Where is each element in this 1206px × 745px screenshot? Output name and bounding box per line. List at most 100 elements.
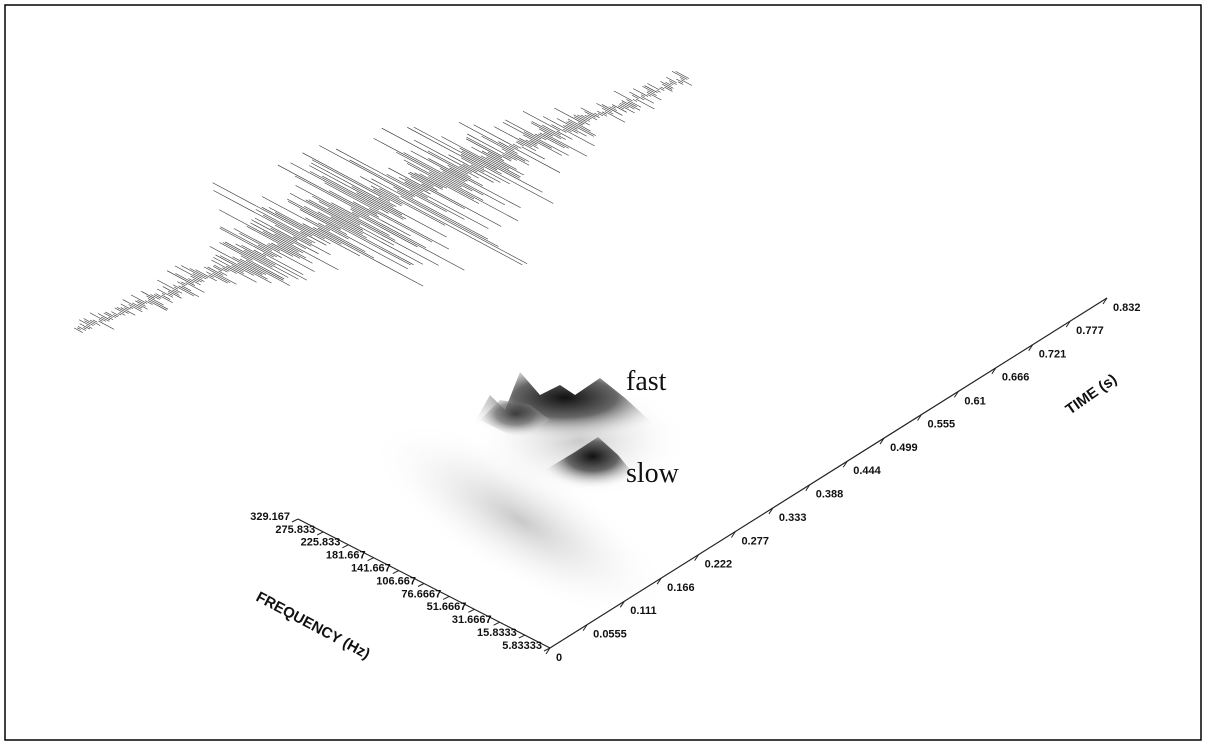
wave-stroke xyxy=(237,262,268,280)
wave-stroke xyxy=(302,223,342,245)
wave-stroke xyxy=(647,83,660,91)
x-tick xyxy=(953,391,959,398)
wave-stroke xyxy=(241,244,307,281)
wave-stroke xyxy=(521,146,545,160)
wave-stroke xyxy=(403,159,519,222)
wave-stroke xyxy=(531,121,566,140)
wave-stroke xyxy=(580,107,600,118)
wave-stroke xyxy=(113,314,118,318)
wave-stroke xyxy=(350,207,427,249)
wave-stroke xyxy=(442,171,506,206)
wave-stroke xyxy=(213,266,223,272)
wave-stroke xyxy=(505,119,542,140)
wave-stroke xyxy=(174,265,205,282)
wave-stroke xyxy=(144,300,153,305)
wave-stroke xyxy=(137,299,145,305)
wave-stroke xyxy=(319,145,415,197)
wave-stroke xyxy=(352,201,378,215)
wave-stroke xyxy=(381,127,469,175)
y-tick-label: 181.667 xyxy=(326,550,366,562)
wave-stroke xyxy=(414,172,444,189)
wave-stroke xyxy=(609,106,618,111)
wave-stroke xyxy=(631,94,639,100)
wave-stroke xyxy=(300,231,327,246)
wave-stroke xyxy=(659,87,665,91)
wave-stroke xyxy=(498,141,515,151)
wave-stroke xyxy=(406,163,475,200)
wave-stroke xyxy=(388,167,465,210)
wave-stroke xyxy=(509,145,561,173)
wave-stroke xyxy=(466,137,512,162)
wave-stroke xyxy=(471,146,524,176)
x-tick xyxy=(879,437,885,445)
wave-stroke xyxy=(626,99,642,108)
wave-stroke xyxy=(98,320,115,330)
wave-stroke xyxy=(162,286,180,296)
wave-stroke xyxy=(195,269,218,282)
wave-stroke xyxy=(226,265,257,283)
wave-stroke xyxy=(458,121,518,154)
wave-stroke xyxy=(629,91,645,101)
time-axis xyxy=(549,297,1108,649)
wave-stroke xyxy=(245,260,284,281)
wave-stroke xyxy=(270,227,319,255)
wave-stroke xyxy=(350,209,465,271)
wave-stroke xyxy=(203,266,237,285)
wave-stroke xyxy=(287,200,341,230)
wave-stroke xyxy=(573,114,587,122)
y-tick xyxy=(316,531,324,536)
wave-stroke xyxy=(290,162,380,211)
wave-stroke xyxy=(480,155,521,178)
wave-stroke xyxy=(577,114,590,122)
wave-stroke xyxy=(679,77,686,81)
wave-stroke xyxy=(161,294,171,300)
wave-stroke xyxy=(529,139,538,145)
wave-stroke xyxy=(208,274,214,278)
wave-stroke xyxy=(633,88,649,97)
wave-stroke xyxy=(410,150,468,182)
wave-stroke xyxy=(155,293,173,303)
wave-stroke xyxy=(601,104,623,116)
wave-stroke xyxy=(409,189,465,220)
wave-stroke xyxy=(308,199,395,246)
surface xyxy=(369,372,690,620)
wave-stroke xyxy=(146,295,164,306)
wave-stroke xyxy=(618,104,635,114)
x-tick-label: 0.166 xyxy=(667,582,695,594)
wave-stroke xyxy=(413,126,502,175)
y-tick xyxy=(468,608,475,613)
wave-stroke xyxy=(447,164,472,178)
wave-stroke xyxy=(556,130,573,140)
wave-stroke xyxy=(543,132,588,157)
y-tick xyxy=(342,544,349,549)
x-tick xyxy=(917,414,922,421)
wave-stroke xyxy=(556,118,578,130)
wave-stroke xyxy=(261,206,331,245)
wave-stroke xyxy=(519,137,539,149)
wave-stroke xyxy=(172,284,195,297)
wave-stroke xyxy=(604,111,626,123)
wave-stroke xyxy=(461,150,498,171)
wave-stroke xyxy=(254,217,298,241)
wave-stroke xyxy=(602,107,614,115)
x-tick xyxy=(1065,320,1071,328)
wave-stroke xyxy=(124,307,129,311)
wave-stroke xyxy=(502,121,552,149)
wave-stroke xyxy=(502,154,512,160)
wave-stroke xyxy=(219,227,274,258)
wave-stroke xyxy=(262,231,304,254)
wave-stroke xyxy=(243,249,299,280)
wave-stroke xyxy=(678,81,684,85)
wave-stroke xyxy=(311,159,391,202)
wave-stroke xyxy=(253,249,267,257)
wave-stroke xyxy=(661,83,673,90)
x-tick-label: 0.277 xyxy=(741,535,769,547)
wave-stroke xyxy=(448,154,501,183)
annotation: fast xyxy=(626,366,667,397)
wave-stroke xyxy=(335,148,428,199)
wave-stroke xyxy=(403,152,484,196)
wave-stroke xyxy=(462,163,478,173)
wave-stroke xyxy=(668,80,677,85)
